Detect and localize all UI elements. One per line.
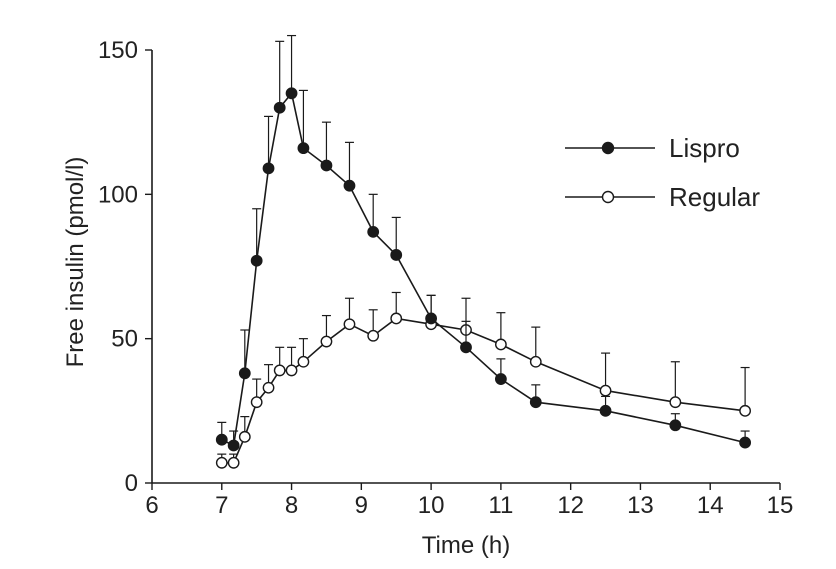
- data-point-lispro: [425, 312, 438, 325]
- series-layer: [215, 34, 752, 469]
- data-point-regular: [285, 364, 298, 377]
- x-tick-label: 11: [488, 492, 513, 519]
- data-point-lispro: [297, 142, 310, 155]
- data-point-lispro: [320, 159, 333, 172]
- legend-marker-lispro: [601, 141, 615, 155]
- series-line-regular: [221, 317, 746, 464]
- data-point-lispro: [739, 436, 752, 449]
- data-point-regular: [250, 396, 263, 409]
- x-tick-label: 8: [285, 492, 298, 519]
- data-point-regular: [343, 318, 356, 331]
- axes: [151, 50, 780, 484]
- data-point-lispro: [250, 254, 263, 267]
- y-tick-label: 150: [98, 37, 138, 64]
- data-point-regular: [262, 381, 275, 394]
- series-lispro: [215, 34, 752, 452]
- data-point-lispro: [343, 179, 356, 192]
- y-tick-label: 50: [111, 326, 138, 353]
- y-axis-label: Free insulin (pmol/l): [62, 157, 89, 368]
- data-point-regular: [669, 396, 682, 409]
- data-point-lispro: [285, 87, 298, 100]
- data-point-lispro: [262, 162, 275, 175]
- data-point-regular: [273, 364, 286, 377]
- data-point-regular: [494, 338, 507, 351]
- data-point-lispro: [669, 419, 682, 432]
- y-tick-label: 100: [98, 181, 138, 208]
- data-point-lispro: [215, 433, 228, 446]
- series-regular: [215, 291, 752, 469]
- x-tick-label: 9: [355, 492, 368, 519]
- data-point-regular: [227, 456, 240, 469]
- data-point-regular: [599, 384, 612, 397]
- data-point-lispro: [238, 367, 251, 380]
- data-point-lispro: [227, 439, 240, 452]
- legend-marker-regular: [601, 190, 615, 204]
- data-point-regular: [390, 312, 403, 325]
- data-point-lispro: [367, 225, 380, 238]
- data-point-regular: [739, 404, 752, 417]
- x-axis-label: Time (h): [422, 532, 510, 559]
- data-point-regular: [529, 355, 542, 368]
- legend: Lispro Regular: [565, 133, 760, 212]
- x-tick-label: 7: [215, 492, 228, 519]
- data-point-regular: [367, 329, 380, 342]
- data-point-lispro: [273, 101, 286, 114]
- x-tick-label: 6: [145, 492, 158, 519]
- x-tick-label: 14: [697, 492, 724, 519]
- data-point-regular: [320, 335, 333, 348]
- x-tick-label: 15: [767, 492, 794, 519]
- data-point-regular: [238, 430, 251, 443]
- x-tick-label: 12: [557, 492, 584, 519]
- legend-label-regular: Regular: [669, 182, 760, 212]
- x-tick-label: 10: [418, 492, 445, 519]
- data-point-regular: [297, 355, 310, 368]
- x-ticks: 6 7 8 9 10 11 12 13 14 15: [145, 483, 793, 519]
- data-point-lispro: [599, 404, 612, 417]
- y-ticks: 0 50 100 150: [98, 37, 152, 497]
- data-point-lispro: [460, 341, 472, 354]
- data-point-regular: [215, 456, 228, 469]
- data-point-lispro: [494, 373, 507, 385]
- data-point-lispro: [390, 249, 403, 261]
- x-tick-label: 13: [627, 492, 654, 519]
- data-point-lispro: [529, 396, 542, 409]
- y-tick-label: 0: [125, 470, 138, 497]
- legend-label-lispro: Lispro: [669, 133, 740, 163]
